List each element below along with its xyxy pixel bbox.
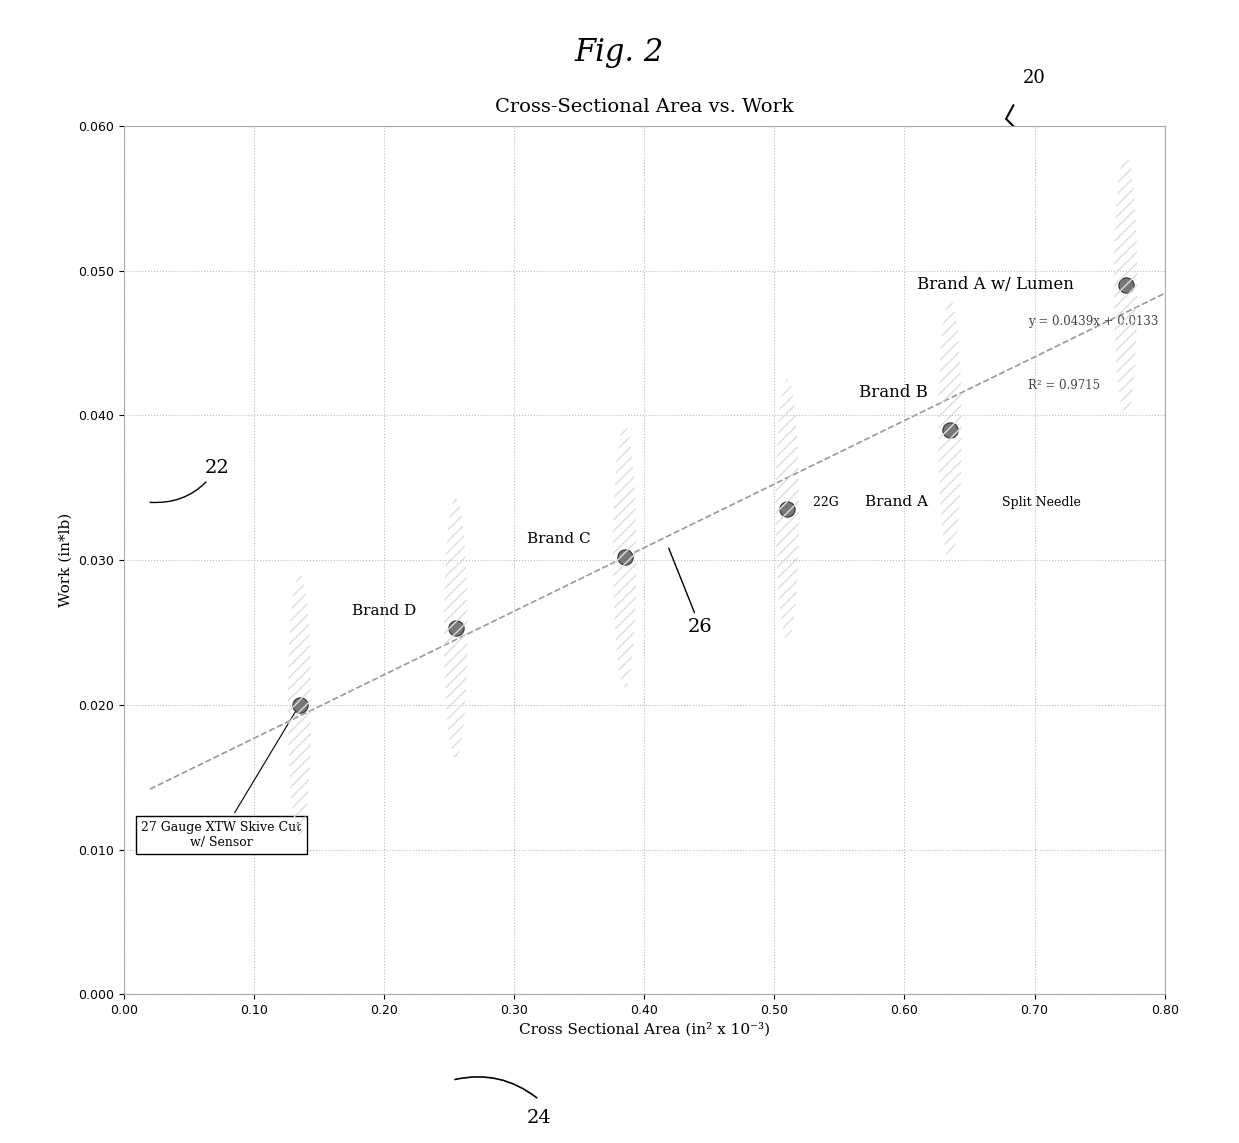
Text: 26: 26 [669, 549, 712, 636]
Y-axis label: Work (in*lb): Work (in*lb) [58, 513, 73, 607]
Text: 22: 22 [150, 459, 229, 503]
Text: Brand C: Brand C [527, 531, 591, 545]
Text: 22G: 22G [813, 496, 844, 510]
X-axis label: Cross Sectional Area (in² x 10⁻³): Cross Sectional Area (in² x 10⁻³) [519, 1023, 769, 1037]
Text: 20: 20 [1023, 69, 1046, 87]
Text: Brand D: Brand D [352, 604, 416, 618]
Text: y = 0.0439x + 0.0133: y = 0.0439x + 0.0133 [1028, 315, 1158, 328]
Title: Cross-Sectional Area vs. Work: Cross-Sectional Area vs. Work [494, 98, 794, 115]
Text: 27 Gauge XTW Skive Cut
w/ Sensor: 27 Gauge XTW Skive Cut w/ Sensor [141, 708, 301, 848]
Text: Split Needle: Split Needle [1002, 496, 1080, 510]
Text: Brand A w/ Lumen: Brand A w/ Lumen [917, 277, 1074, 294]
Text: Fig. 2: Fig. 2 [575, 37, 664, 67]
Text: Brand A: Brand A [865, 495, 933, 510]
Text: 24: 24 [527, 1109, 551, 1127]
Text: R² = 0.9715: R² = 0.9715 [1028, 379, 1100, 392]
Text: Brand B: Brand B [859, 384, 928, 401]
